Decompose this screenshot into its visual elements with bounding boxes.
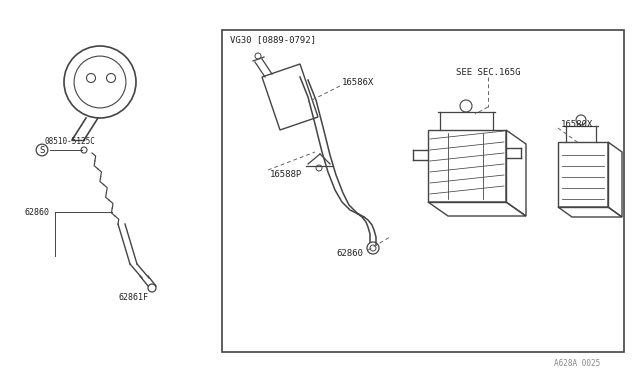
Text: 62861F: 62861F [118, 294, 148, 302]
Text: 62860: 62860 [337, 250, 364, 259]
Text: A628A 0025: A628A 0025 [554, 359, 600, 369]
Text: SEE SEC.165G: SEE SEC.165G [456, 67, 520, 77]
Text: 08510-5125C: 08510-5125C [44, 137, 95, 145]
Text: VG30 [0889-0792]: VG30 [0889-0792] [230, 35, 316, 45]
Text: 16580X: 16580X [561, 119, 593, 128]
Text: S: S [39, 145, 45, 154]
FancyBboxPatch shape [222, 30, 624, 352]
Text: 62860: 62860 [24, 208, 49, 217]
Text: 16586X: 16586X [342, 77, 374, 87]
Text: 16588P: 16588P [270, 170, 302, 179]
